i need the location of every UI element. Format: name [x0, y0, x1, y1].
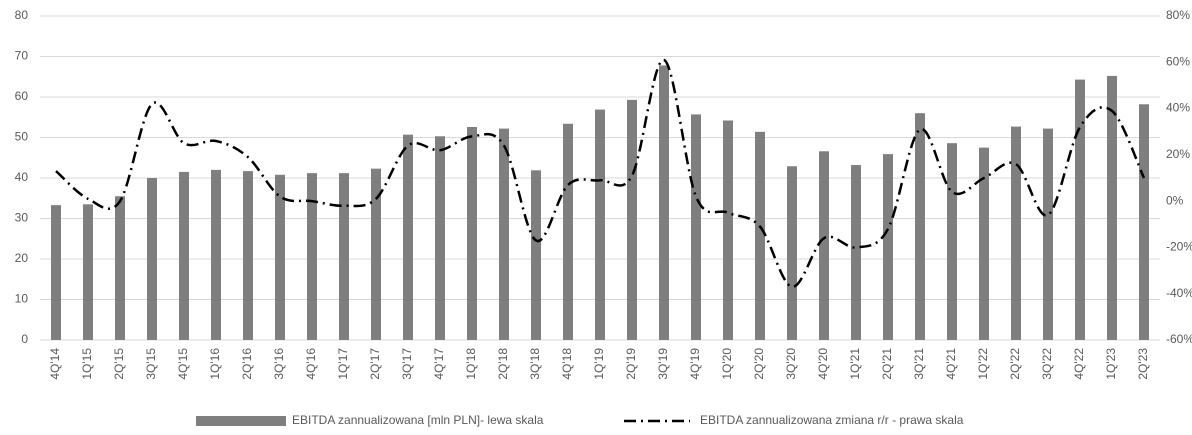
- x-tick-label: 2Q'19: [624, 348, 638, 380]
- x-tick-label: 4Q'20: [816, 348, 830, 380]
- bar: [1011, 126, 1021, 340]
- x-tick-label: 4Q'21: [944, 348, 958, 380]
- x-tick-label: 1Q'15: [80, 348, 94, 380]
- x-tick-label: 2Q'17: [368, 348, 382, 380]
- x-tick-label: 1Q'20: [720, 348, 734, 380]
- x-tick-label: 2Q'21: [880, 348, 894, 380]
- y-tick-label: 60: [15, 89, 29, 103]
- bar: [499, 128, 509, 340]
- x-tick-label: 1Q'19: [592, 348, 606, 380]
- bar: [403, 134, 413, 340]
- y2-tick-label: -20%: [1166, 240, 1192, 254]
- bar: [883, 154, 893, 340]
- x-tick-label: 4Q'14: [48, 348, 62, 380]
- bar: [819, 151, 829, 340]
- bar: [179, 171, 189, 340]
- y-tick-label: 50: [15, 130, 29, 144]
- x-tick-label: 4Q'17: [432, 348, 446, 380]
- bar: [531, 170, 541, 340]
- x-tick-label: 3Q'18: [528, 348, 542, 380]
- bar: [563, 123, 573, 340]
- x-tick-label: 4Q'22: [1072, 348, 1086, 380]
- bar: [435, 136, 445, 340]
- x-tick-label: 4Q'16: [304, 348, 318, 380]
- bar: [211, 169, 221, 340]
- y2-tick-label: 40%: [1166, 101, 1190, 115]
- y-tick-label: 10: [15, 292, 29, 306]
- bar: [1107, 75, 1117, 340]
- x-tick-label: 2Q'16: [240, 348, 254, 380]
- y-tick-label: 70: [15, 49, 29, 63]
- x-tick-label: 4Q'15: [176, 348, 190, 380]
- x-tick-label: 1Q'21: [848, 348, 862, 380]
- y-tick-label: 0: [21, 332, 28, 346]
- bar: [339, 173, 349, 340]
- x-tick-label: 3Q'17: [400, 348, 414, 380]
- bar: [275, 174, 285, 340]
- x-tick-label: 1Q'17: [336, 348, 350, 380]
- bar: [659, 65, 669, 340]
- bar: [51, 205, 61, 340]
- y2-tick-label: 80%: [1166, 8, 1190, 22]
- bar: [979, 147, 989, 340]
- bar: [83, 204, 93, 340]
- x-tick-label: 2Q'15: [112, 348, 126, 380]
- bar: [371, 168, 381, 340]
- bar: [1043, 128, 1053, 340]
- x-tick-label: 2Q'22: [1008, 348, 1022, 380]
- x-tick-label: 3Q'19: [656, 348, 670, 380]
- bar: [1075, 79, 1085, 341]
- y-tick-label: 40: [15, 170, 29, 184]
- x-tick-label: 1Q'23: [1104, 348, 1118, 380]
- line: [55, 58, 1146, 289]
- bar: [307, 173, 317, 340]
- legend-label: EBITDA zannualizowana [mln PLN]- lewa sk…: [292, 413, 544, 427]
- x-tick-label: 4Q'18: [560, 348, 574, 380]
- y2-tick-label: -60%: [1166, 332, 1192, 346]
- bar: [787, 166, 797, 340]
- x-tick-label: 2Q'23: [1136, 348, 1150, 380]
- y2-tick-label: 20%: [1166, 147, 1190, 161]
- y2-tick-label: 60%: [1166, 54, 1190, 68]
- x-tick-label: 1Q'22: [976, 348, 990, 380]
- bar: [723, 120, 733, 341]
- x-tick-label: 3Q'20: [784, 348, 798, 380]
- bar: [467, 126, 477, 340]
- y-tick-label: 20: [15, 251, 29, 265]
- x-tick-label: 2Q'20: [752, 348, 766, 380]
- bar: [755, 131, 765, 340]
- legend-swatch: [196, 416, 286, 426]
- x-tick-label: 3Q'16: [272, 348, 286, 380]
- bar: [147, 178, 157, 340]
- y-tick-label: 80: [15, 8, 29, 22]
- bar: [691, 114, 701, 340]
- x-tick-label: 3Q'22: [1040, 348, 1054, 380]
- bar: [115, 196, 125, 340]
- x-tick-label: 1Q'16: [208, 348, 222, 380]
- x-tick-label: 3Q'15: [144, 348, 158, 380]
- x-tick-label: 2Q'18: [496, 348, 510, 380]
- x-tick-label: 4Q'19: [688, 348, 702, 380]
- bar: [915, 113, 925, 340]
- x-tick-label: 1Q'18: [464, 348, 478, 380]
- y2-tick-label: -40%: [1166, 286, 1192, 300]
- bar: [1139, 104, 1149, 340]
- y-tick-label: 30: [15, 211, 29, 225]
- legend-label: EBITDA zannualizowana zmiana r/r - prawa…: [700, 413, 964, 427]
- bar: [627, 99, 637, 341]
- bar: [243, 171, 253, 340]
- bar: [851, 165, 861, 340]
- x-tick-label: 3Q'21: [912, 348, 926, 380]
- bar: [947, 143, 957, 340]
- bar: [595, 109, 605, 341]
- y2-tick-label: 0%: [1166, 193, 1184, 207]
